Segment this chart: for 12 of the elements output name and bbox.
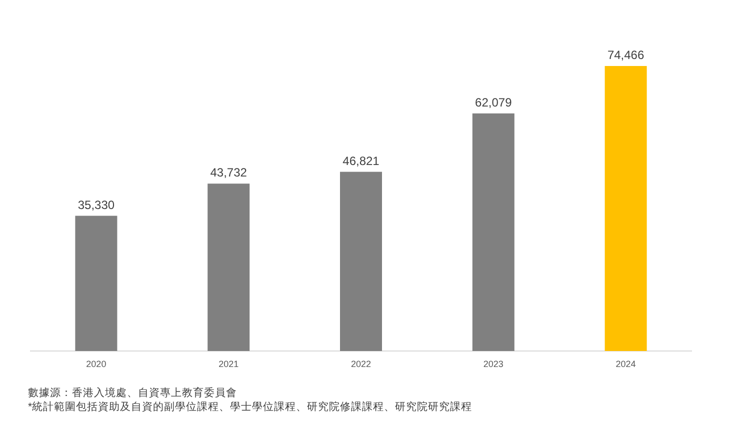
x-tick-label: 2024 xyxy=(616,359,636,369)
data-label: 35,330 xyxy=(78,198,115,212)
data-label: 74,466 xyxy=(607,48,644,62)
text: *統計範圍包括資助及自資的副學位課程、學士學位課程、研究院修課課程、研究院研究課程 xyxy=(28,400,472,413)
data-label: 62,079 xyxy=(475,95,512,110)
x-tick-label: 2022 xyxy=(350,359,372,369)
x-tick-label: 2021 xyxy=(218,359,239,369)
data-label: 43,732 xyxy=(210,166,248,180)
x-tick-label: 2020 xyxy=(86,359,106,369)
x-tick-label: 2023 xyxy=(483,359,504,369)
text: 數據源：香港入境處、自資專上教育委員會 xyxy=(28,386,237,399)
data-label: 46,821 xyxy=(342,154,380,168)
